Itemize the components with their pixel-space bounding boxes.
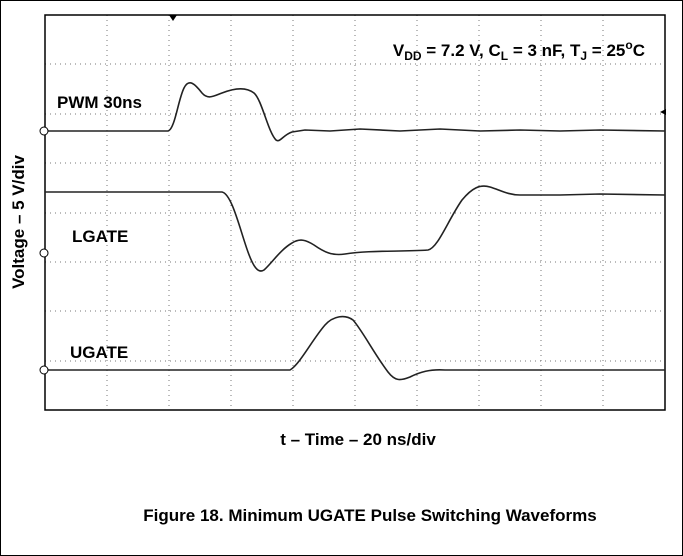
x-axis-label: t – Time – 20 ns/div [280, 430, 436, 449]
ground-markers [39, 126, 49, 375]
grid [45, 15, 665, 410]
figure-caption: Figure 18. Minimum UGATE Pulse Switching… [143, 506, 596, 525]
conditions-annotation: VDD = 7.2 V, CL = 3 nF, TJ = 25oC [393, 38, 645, 63]
trace-label: UGATE [70, 343, 128, 362]
trace-label: PWM 30ns [57, 93, 142, 112]
y-axis-label: Voltage – 5 V/div [9, 155, 28, 289]
trigger-marker [169, 15, 177, 21]
ugate-trace [45, 315, 665, 381]
pwm-trace [45, 82, 666, 142]
lgate-trace [45, 185, 666, 272]
plot-frame [44, 14, 666, 411]
level-marker [660, 109, 666, 115]
trace-label: LGATE [72, 227, 128, 246]
